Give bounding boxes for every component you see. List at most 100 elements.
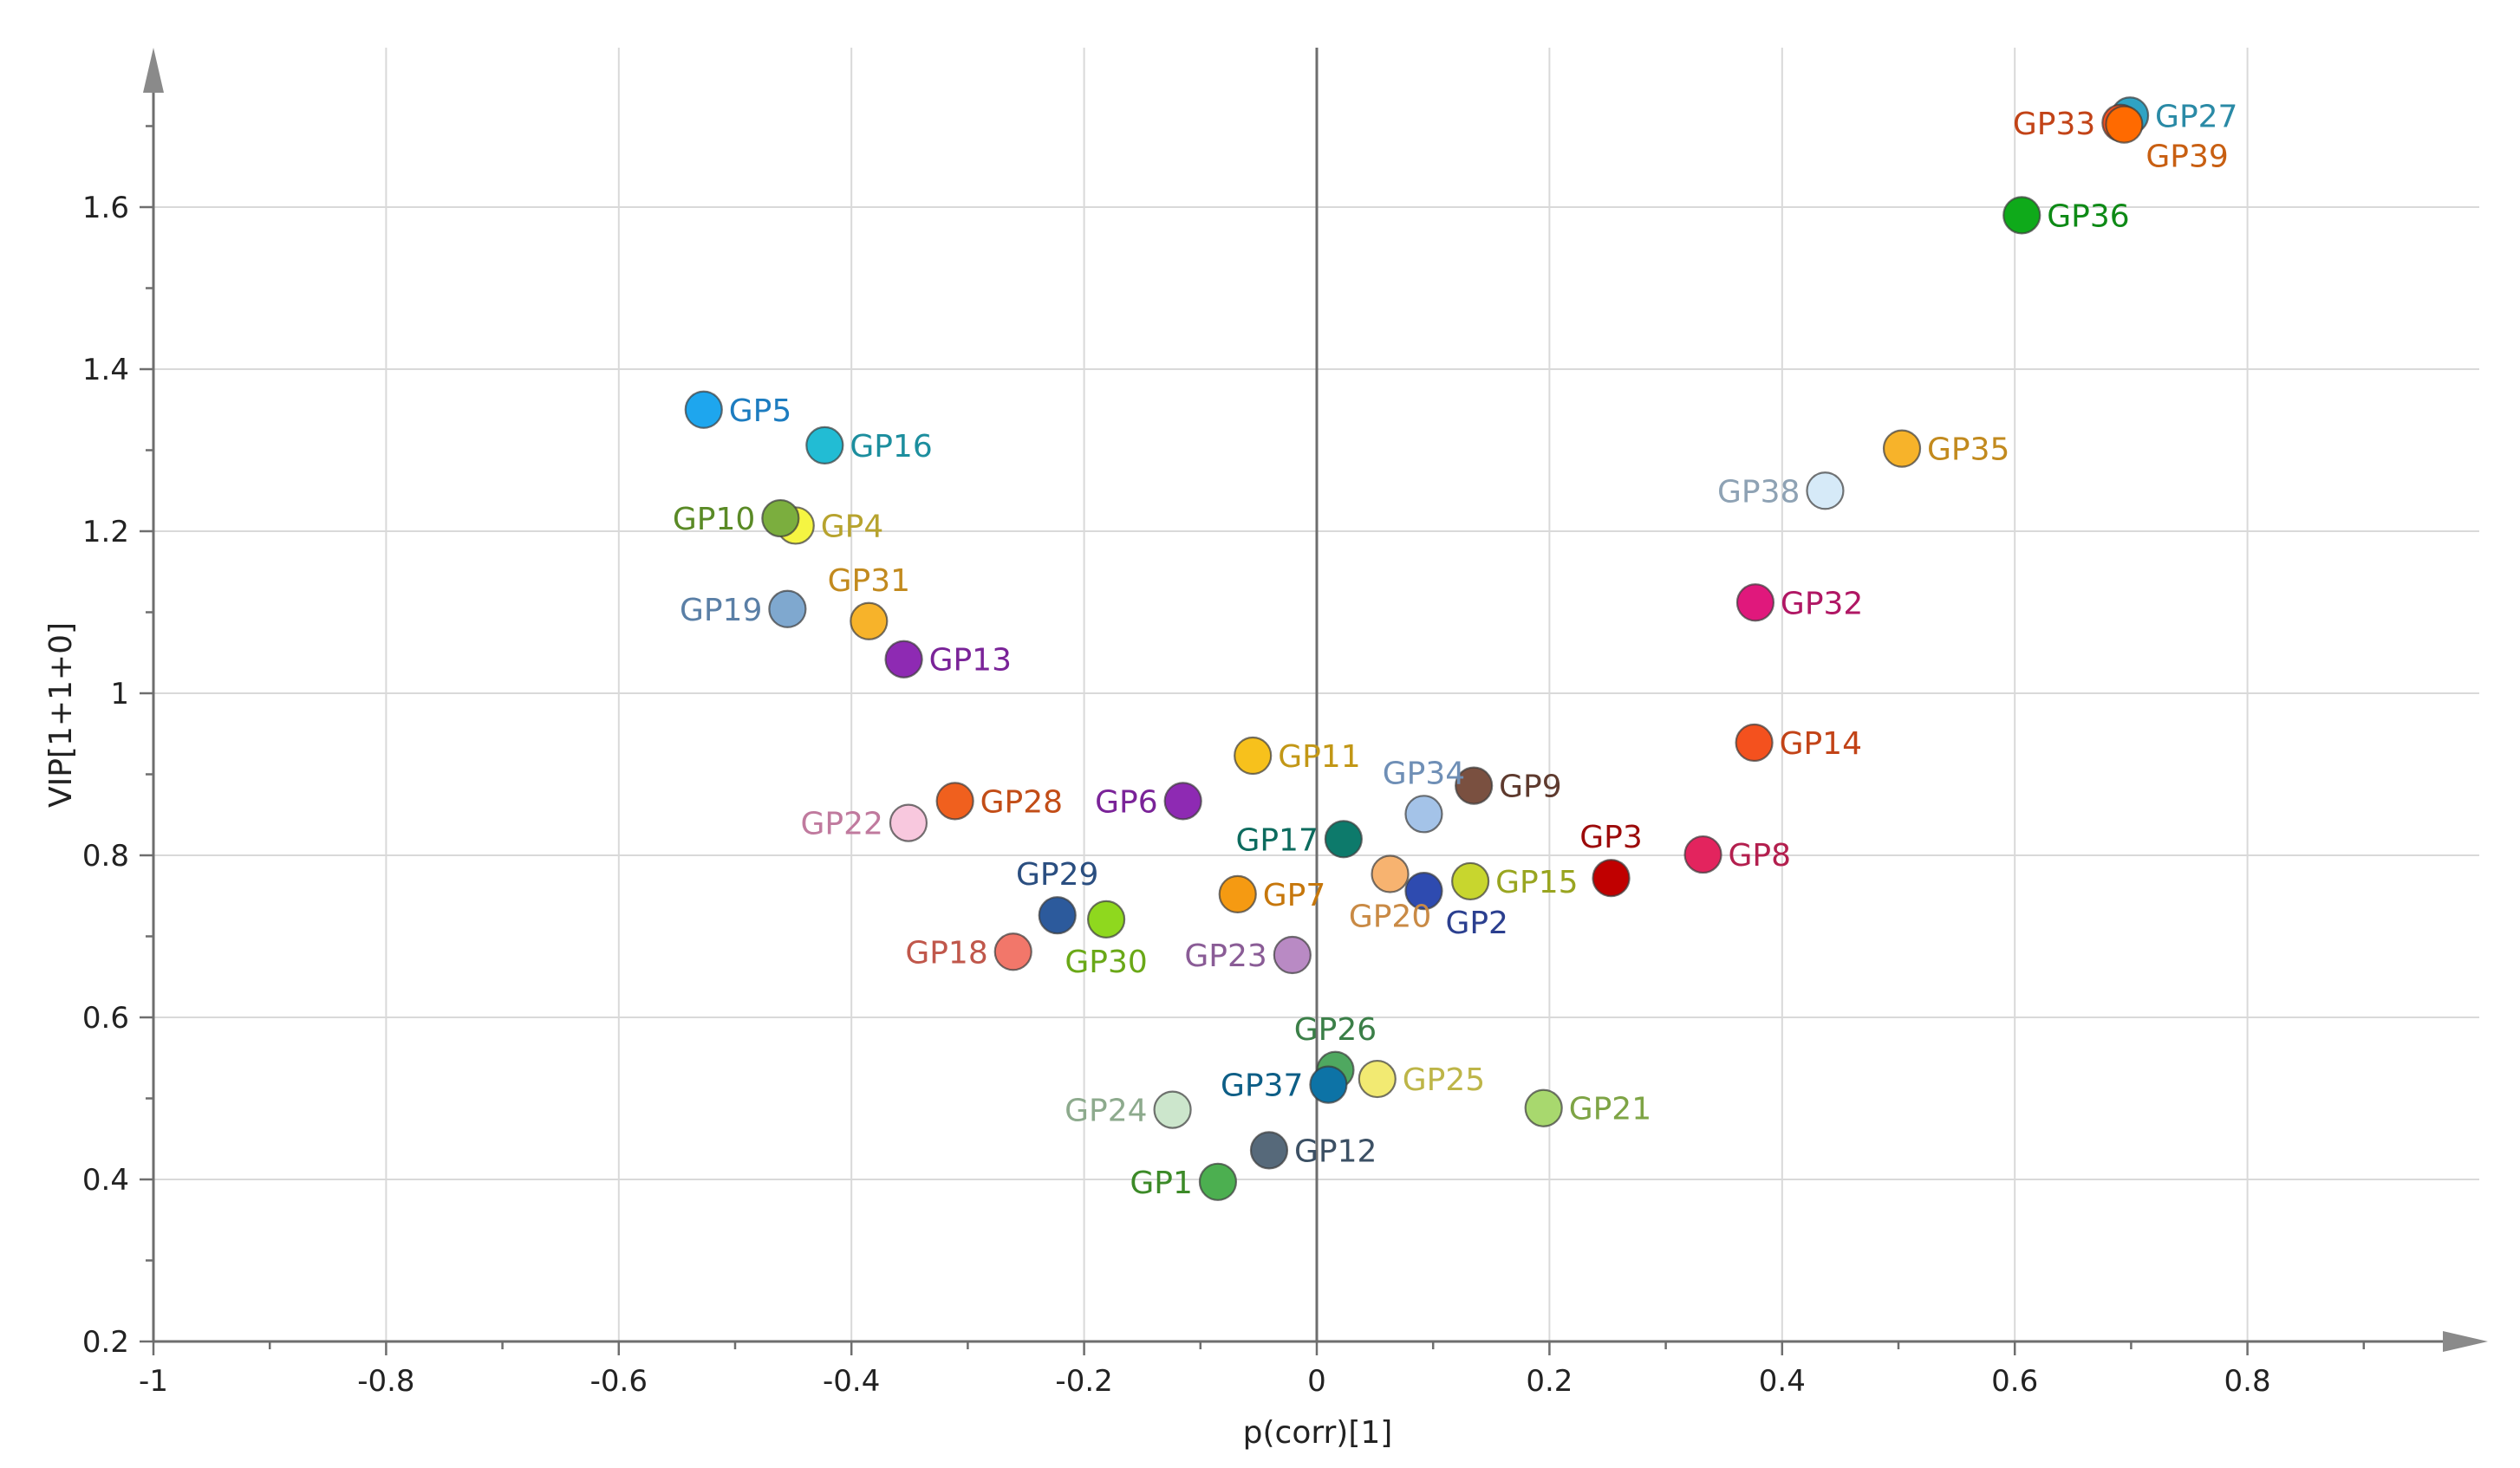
x-axis-arrow: [2443, 1331, 2488, 1352]
data-point-gp38[interactable]: [1806, 471, 1845, 510]
data-point-gp5[interactable]: [684, 390, 723, 429]
data-point-gp17[interactable]: [1324, 820, 1363, 859]
data-point-label: GP22: [801, 807, 883, 842]
data-point-gp16[interactable]: [805, 425, 844, 464]
data-points: [684, 96, 2150, 1201]
data-point-gp15[interactable]: [1451, 861, 1490, 901]
y-tick-label: 1.4: [82, 353, 129, 387]
data-point-gp12[interactable]: [1249, 1131, 1289, 1170]
data-point-label: GP37: [1221, 1069, 1303, 1104]
x-tick-label: 0: [1307, 1364, 1326, 1399]
data-point-label: GP15: [1495, 865, 1578, 900]
data-point-label: GP6: [1095, 784, 1158, 820]
data-point-gp3[interactable]: [1592, 859, 1631, 898]
data-point-label: GP19: [680, 593, 762, 628]
data-point-gp31[interactable]: [850, 601, 889, 640]
y-tick-label: 1: [110, 677, 129, 711]
x-tick-label: -0.8: [357, 1364, 414, 1399]
data-point-label: GP30: [1065, 945, 1147, 980]
y-axis-title: VIP[1+1+0]: [43, 622, 79, 808]
data-point-gp13[interactable]: [884, 640, 923, 679]
x-tick-label: -0.6: [590, 1364, 648, 1399]
data-point-label: GP20: [1349, 900, 1431, 935]
y-tick-label: 0.4: [82, 1163, 129, 1198]
data-point-label: GP26: [1294, 1012, 1377, 1048]
data-point-label: GP17: [1235, 822, 1318, 858]
data-point-label: GP21: [1569, 1092, 1651, 1127]
data-point-gp14[interactable]: [1735, 723, 1774, 763]
data-point-label: GP12: [1294, 1133, 1377, 1169]
data-point-label: GP3: [1579, 820, 1643, 855]
data-point-gp35[interactable]: [1882, 429, 1922, 468]
data-point-label: GP34: [1383, 756, 1465, 791]
y-tick-label: 1.6: [82, 191, 129, 225]
data-point-gp30[interactable]: [1086, 900, 1126, 939]
x-tick-label: 0.6: [1991, 1364, 2038, 1399]
data-point-gp19[interactable]: [768, 589, 807, 628]
y-tick-label: 0.6: [82, 1001, 129, 1036]
data-point-label: GP24: [1065, 1094, 1147, 1129]
data-point-gp28[interactable]: [935, 782, 974, 821]
data-point-gp8[interactable]: [1683, 835, 1722, 874]
data-point-gp36[interactable]: [2002, 196, 2041, 235]
data-point-label: GP18: [905, 935, 987, 971]
data-point-label: GP1: [1130, 1166, 1193, 1201]
data-point-gp22[interactable]: [889, 803, 928, 842]
x-axis-title: p(corr)[1]: [1243, 1415, 1393, 1451]
data-point-gp37[interactable]: [1309, 1065, 1348, 1104]
y-tick-label: 0.8: [82, 839, 129, 874]
x-tick-label: -1: [139, 1364, 168, 1399]
data-point-gp11[interactable]: [1234, 736, 1273, 776]
data-point-gp29[interactable]: [1038, 896, 1077, 935]
data-point-label: GP16: [850, 429, 932, 464]
data-point-labels: GP1 GP2 GP3 GP4 GP5 GP6 GP7 GP8 GP9 GP10 GP11 GP12 G…: [673, 99, 2238, 1200]
x-tick-label: 0.2: [1526, 1364, 1573, 1399]
data-point-gp10[interactable]: [761, 498, 800, 538]
y-tick-label: 1.2: [82, 515, 129, 549]
data-point-label: GP5: [729, 393, 792, 429]
data-point-gp7[interactable]: [1218, 874, 1257, 913]
data-point-label: GP35: [1927, 432, 2009, 468]
data-point-label: GP13: [929, 643, 1012, 679]
data-point-label: GP11: [1278, 739, 1360, 775]
data-point-label: GP28: [980, 784, 1063, 820]
data-point-gp6[interactable]: [1163, 782, 1202, 821]
data-point-gp18[interactable]: [993, 932, 1032, 971]
data-point-label: GP31: [828, 563, 910, 599]
data-point-label: GP2: [1445, 906, 1508, 941]
data-point-gp34[interactable]: [1404, 795, 1443, 834]
y-tick-label: 0.2: [82, 1325, 129, 1360]
data-point-label: GP36: [2047, 198, 2129, 234]
x-axis-ticks: -1 -0.8 -0.6 -0.4 -0.2 0 0.2 0.4 0.6 0.8: [139, 1341, 2366, 1399]
data-point-gp2[interactable]: [1404, 872, 1443, 911]
data-point-label: GP8: [1729, 838, 1792, 874]
data-point-label: GP29: [1016, 857, 1098, 893]
data-point-gp32[interactable]: [1735, 583, 1775, 622]
data-point-gp1[interactable]: [1198, 1162, 1238, 1201]
data-point-label: GP7: [1263, 878, 1326, 913]
axes: [143, 48, 2488, 1352]
data-point-label: GP23: [1184, 939, 1267, 974]
data-point-gp20[interactable]: [1371, 854, 1410, 893]
data-point-label: GP14: [1780, 726, 1862, 762]
x-tick-label: 0.8: [2224, 1364, 2271, 1399]
y-axis-ticks: 0.2 0.4 0.6 0.8 1 1.2 1.4 1.6: [82, 125, 153, 1360]
data-point-label: GP9: [1499, 770, 1562, 805]
data-point-label: GP27: [2155, 99, 2237, 134]
data-point-label: GP39: [2146, 140, 2228, 175]
data-point-label: GP25: [1403, 1062, 1485, 1098]
data-point-gp39[interactable]: [2105, 105, 2144, 144]
data-point-gp21[interactable]: [1524, 1088, 1563, 1127]
y-axis-arrow: [143, 48, 164, 93]
data-point-label: GP32: [1781, 586, 1863, 621]
data-point-gp24[interactable]: [1153, 1090, 1192, 1129]
data-point-label: GP4: [821, 509, 884, 544]
data-point-gp25[interactable]: [1358, 1059, 1397, 1099]
data-point-gp9[interactable]: [1455, 766, 1494, 805]
x-tick-label: -0.4: [823, 1364, 880, 1399]
x-tick-label: -0.2: [1055, 1364, 1112, 1399]
x-tick-label: 0.4: [1759, 1364, 1806, 1399]
data-point-gp23[interactable]: [1273, 935, 1312, 975]
data-point-label: GP33: [2013, 107, 2095, 142]
